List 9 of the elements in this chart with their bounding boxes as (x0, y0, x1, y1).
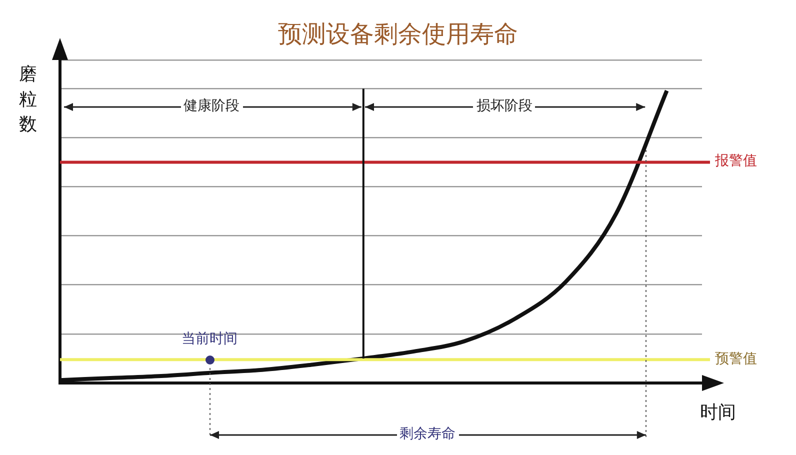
chart-title: 预测设备剩余使用寿命 (277, 19, 519, 50)
text: 剩余寿命 (396, 425, 459, 443)
annotation: 当前时间 (180, 330, 239, 348)
annotation: 损坏阶段 (473, 96, 536, 115)
ref-line-label: 预警值 (714, 350, 758, 368)
y-axis-title: 磨粒数 (18, 63, 38, 137)
x-axis-title: 时间 (700, 401, 736, 424)
ref-line-label: 报警值 (714, 152, 758, 170)
annotation: 健康阶段 (180, 96, 243, 115)
